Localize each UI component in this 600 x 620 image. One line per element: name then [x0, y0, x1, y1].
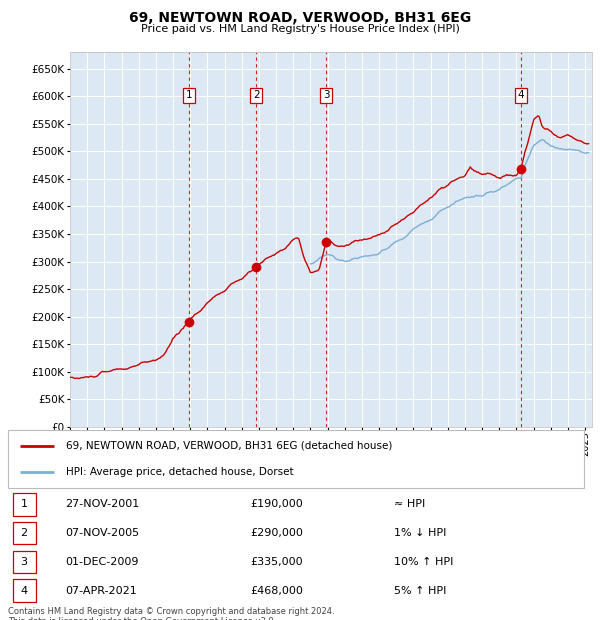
Bar [13, 522, 35, 544]
Text: 5% ↑ HPI: 5% ↑ HPI [394, 586, 446, 596]
Bar [13, 580, 35, 602]
Text: 27-NOV-2001: 27-NOV-2001 [65, 499, 140, 510]
Text: 4: 4 [20, 586, 28, 596]
Text: 2: 2 [253, 90, 260, 100]
Text: £335,000: £335,000 [250, 557, 302, 567]
Bar [13, 551, 35, 573]
Text: 69, NEWTOWN ROAD, VERWOOD, BH31 6EG (detached house): 69, NEWTOWN ROAD, VERWOOD, BH31 6EG (det… [65, 441, 392, 451]
Text: 10% ↑ HPI: 10% ↑ HPI [394, 557, 453, 567]
Text: ≈ HPI: ≈ HPI [394, 499, 425, 510]
Text: 01-DEC-2009: 01-DEC-2009 [65, 557, 139, 567]
Text: 07-APR-2021: 07-APR-2021 [65, 586, 137, 596]
Text: 1% ↓ HPI: 1% ↓ HPI [394, 528, 446, 538]
Text: Contains HM Land Registry data © Crown copyright and database right 2024.
This d: Contains HM Land Registry data © Crown c… [8, 607, 335, 620]
Text: HPI: Average price, detached house, Dorset: HPI: Average price, detached house, Dors… [65, 467, 293, 477]
Bar [13, 493, 35, 516]
Text: 1: 1 [185, 90, 192, 100]
Text: 69, NEWTOWN ROAD, VERWOOD, BH31 6EG: 69, NEWTOWN ROAD, VERWOOD, BH31 6EG [129, 11, 471, 25]
Text: 3: 3 [20, 557, 28, 567]
Text: 4: 4 [518, 90, 524, 100]
Text: 07-NOV-2005: 07-NOV-2005 [65, 528, 140, 538]
Text: Price paid vs. HM Land Registry's House Price Index (HPI): Price paid vs. HM Land Registry's House … [140, 24, 460, 33]
Text: 2: 2 [20, 528, 28, 538]
Text: £290,000: £290,000 [250, 528, 303, 538]
Text: 3: 3 [323, 90, 329, 100]
Text: £468,000: £468,000 [250, 586, 303, 596]
Text: £190,000: £190,000 [250, 499, 302, 510]
Text: 1: 1 [20, 499, 28, 510]
